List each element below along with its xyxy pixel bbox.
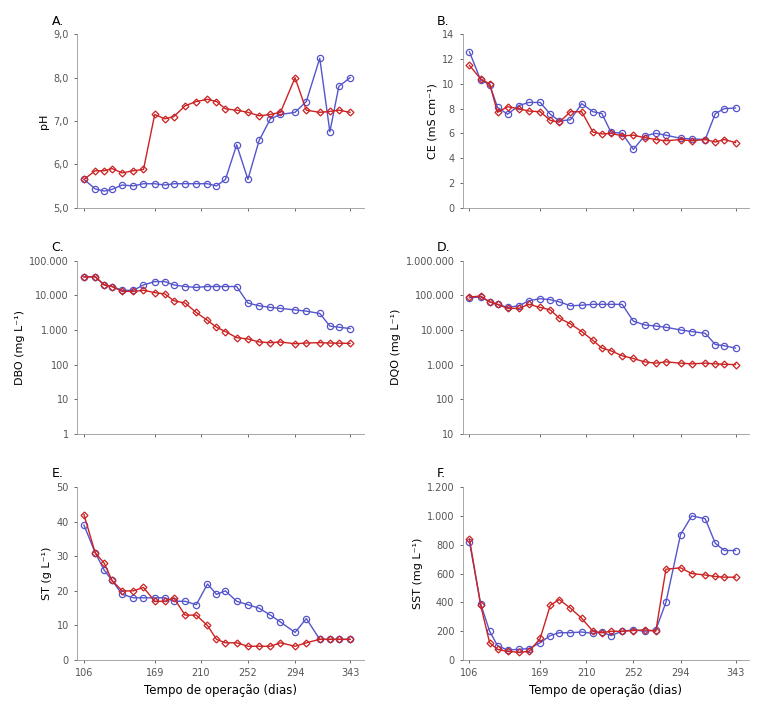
Text: E.: E. <box>51 467 63 480</box>
Text: A.: A. <box>51 14 63 28</box>
Y-axis label: SST (mg L⁻¹): SST (mg L⁻¹) <box>413 538 422 609</box>
X-axis label: Tempo de operação (dias): Tempo de operação (dias) <box>529 684 682 697</box>
Text: F.: F. <box>437 467 446 480</box>
Y-axis label: DQO (mg L⁻¹): DQO (mg L⁻¹) <box>391 309 401 385</box>
Text: B.: B. <box>437 14 449 28</box>
X-axis label: Tempo de operação (dias): Tempo de operação (dias) <box>144 684 297 697</box>
Y-axis label: CE (mS cm⁻¹): CE (mS cm⁻¹) <box>428 83 438 159</box>
Y-axis label: pH: pH <box>39 113 49 129</box>
Text: C.: C. <box>51 241 64 253</box>
Text: D.: D. <box>437 241 451 253</box>
Y-axis label: ST (g L⁻¹): ST (g L⁻¹) <box>42 547 53 600</box>
Y-axis label: DBO (mg L⁻¹): DBO (mg L⁻¹) <box>15 310 25 384</box>
